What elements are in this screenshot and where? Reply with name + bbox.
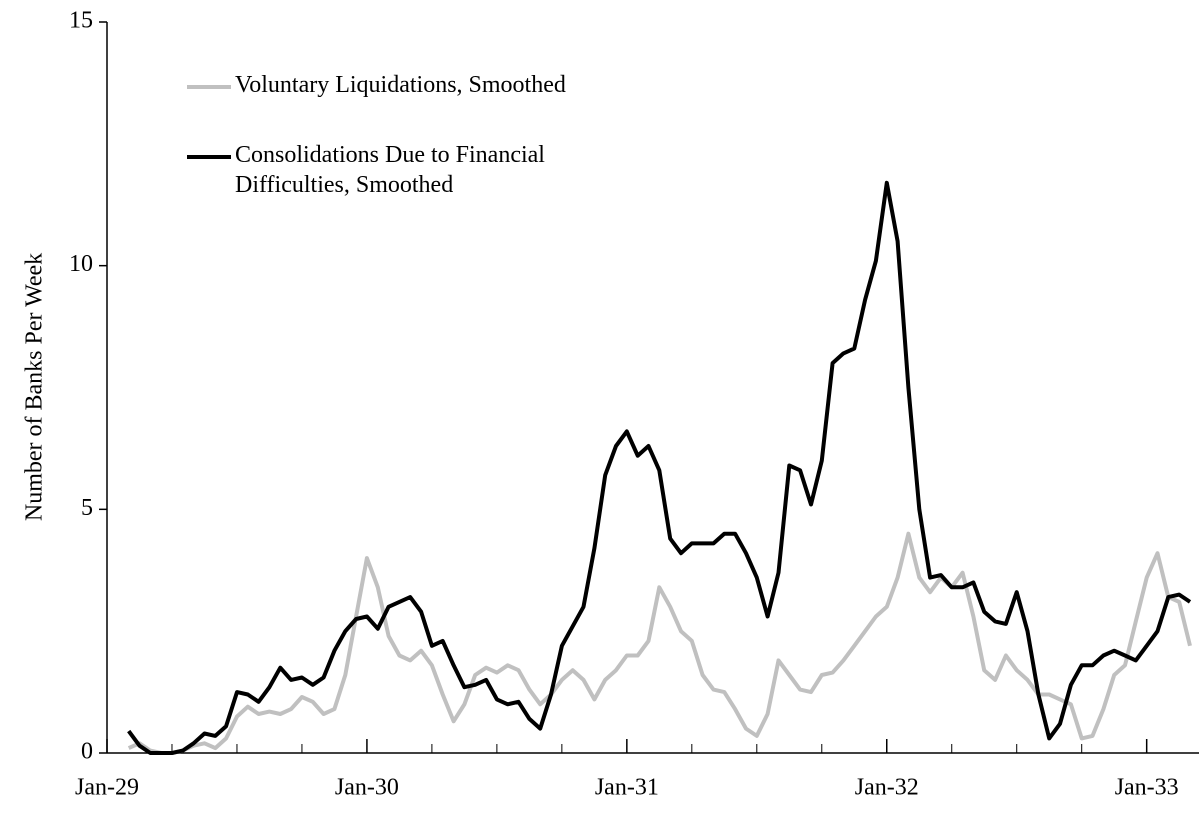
y-axis-label: Number of Banks Per Week bbox=[22, 253, 48, 521]
x-tick-label: Jan-33 bbox=[1115, 775, 1179, 801]
x-tick-label: Jan-31 bbox=[595, 775, 659, 801]
y-tick-label: 0 bbox=[81, 739, 93, 765]
x-tick-label: Jan-29 bbox=[75, 775, 139, 801]
y-tick-label: 5 bbox=[81, 495, 93, 521]
legend-swatch bbox=[187, 85, 231, 89]
legend-swatch bbox=[187, 155, 231, 159]
legend-item: Voluntary Liquidations, Smoothed bbox=[187, 70, 625, 100]
legend: Voluntary Liquidations, Smoothed Consolid… bbox=[187, 70, 625, 240]
x-tick-label: Jan-32 bbox=[855, 775, 919, 801]
line-series bbox=[127, 531, 1192, 755]
y-tick-label: 10 bbox=[69, 251, 93, 277]
legend-label: Consolidations Due to Financial Difficul… bbox=[235, 142, 545, 198]
x-tick-label: Jan-30 bbox=[335, 775, 399, 801]
legend-item: Consolidations Due to Financial Difficul… bbox=[187, 140, 625, 200]
y-tick-label: 15 bbox=[69, 8, 93, 34]
legend-label: Voluntary Liquidations, Smoothed bbox=[235, 72, 566, 98]
line-series bbox=[127, 180, 1192, 755]
